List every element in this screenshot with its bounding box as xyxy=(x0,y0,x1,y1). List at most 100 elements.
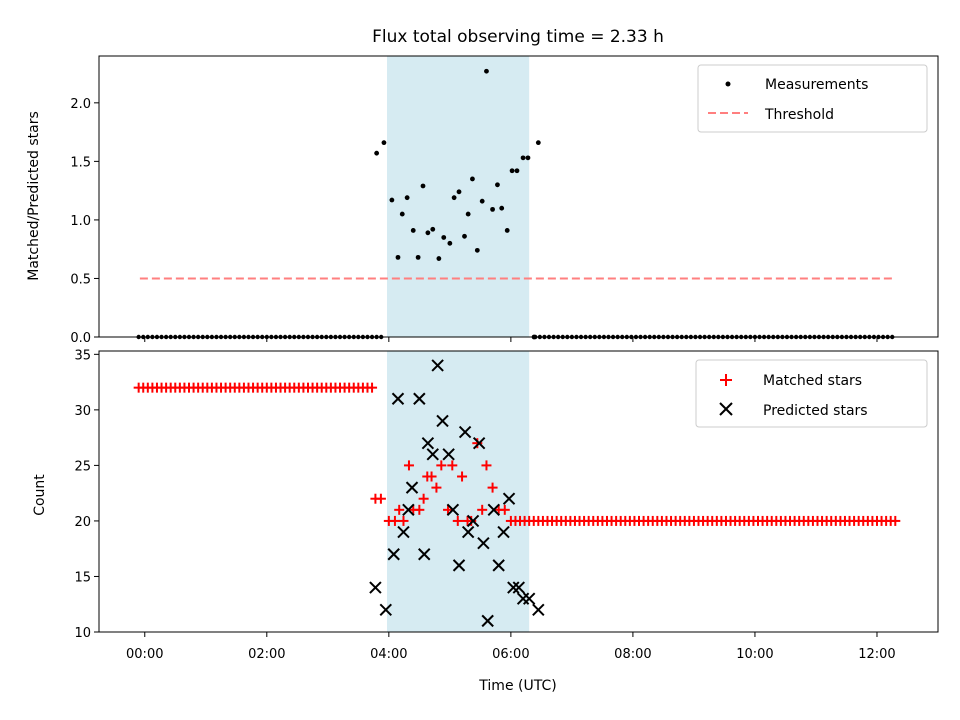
measurement-point xyxy=(374,150,380,156)
x-tick-label: 00:00 xyxy=(126,647,163,662)
matched-star-point xyxy=(466,515,477,526)
measurement-point xyxy=(484,68,489,74)
predicted-star-point xyxy=(387,548,400,561)
matched-star-point xyxy=(487,482,498,493)
measurement-point xyxy=(395,254,401,260)
measurement-point xyxy=(451,195,457,201)
legend-threshold-label: Threshold xyxy=(764,107,834,123)
predicted-star-point xyxy=(512,581,526,594)
y-tick-label: 10 xyxy=(74,626,91,641)
ratio-x-ticks xyxy=(144,337,878,342)
predicted-star-point xyxy=(418,548,431,561)
measurement-point xyxy=(499,205,505,211)
counts-x-ticks: 00:00 02:00 04:00 06:00 08:00 10:00 12:00 xyxy=(126,632,896,662)
counts-axes-frame xyxy=(98,350,939,633)
predicted-star-point xyxy=(492,559,505,572)
predicted-star-point xyxy=(472,436,486,450)
measurement-point xyxy=(462,233,467,239)
x-tick-label: 04:00 xyxy=(370,647,407,662)
matched-star-point xyxy=(443,504,454,515)
observing-span xyxy=(387,351,530,632)
legend-measurement-dot xyxy=(725,81,731,87)
chart-title: Flux total observing time = 2.33 h xyxy=(372,27,664,47)
ratio-y-ticks: 0.0 0.5 1.0 1.5 2.0 xyxy=(70,97,99,346)
counts-y-ticks: 10 15 20 25 30 35 xyxy=(74,348,99,641)
measurement-point xyxy=(474,247,480,253)
matched-star-point xyxy=(426,471,437,482)
predicted-star-point xyxy=(421,436,435,450)
x-tick-label: 12:00 xyxy=(858,647,895,662)
y-tick-label: 1.5 xyxy=(70,155,91,170)
matched-star-point xyxy=(431,482,442,493)
matched-star-point xyxy=(452,515,463,526)
counts-legend-box xyxy=(695,359,928,428)
ratio-marks xyxy=(136,68,895,340)
measurement-point xyxy=(456,189,462,195)
measurement-point xyxy=(441,235,447,240)
predicted-star-point xyxy=(426,448,439,461)
predicted-star-point xyxy=(397,525,410,539)
measurement-point xyxy=(410,228,416,233)
measurement-point xyxy=(447,240,453,246)
predicted-star-point xyxy=(402,503,415,517)
predicted-star-point xyxy=(466,514,480,528)
ratio-legend-box xyxy=(697,64,928,133)
predicted-star-point xyxy=(507,581,520,594)
measurement-point xyxy=(520,155,526,161)
measurement-point xyxy=(509,168,515,174)
legend-matched-label: Matched stars xyxy=(763,373,862,389)
measurement-point xyxy=(504,228,510,233)
measurement-point xyxy=(465,211,471,217)
matched-star-point xyxy=(367,382,378,393)
predicted-star-point xyxy=(405,481,419,494)
predicted-star-point xyxy=(442,448,455,461)
measurement-point xyxy=(389,197,395,203)
predicted-star-point xyxy=(379,603,392,616)
measurement-point xyxy=(495,182,500,188)
y-tick-label: 2.0 xyxy=(70,97,91,112)
measurement-point xyxy=(436,256,442,261)
matched-star-point xyxy=(403,460,414,471)
legend-predicted-marker xyxy=(719,402,733,416)
predicted-star-point xyxy=(458,425,472,439)
predicted-star-point xyxy=(436,414,449,428)
measurement-point xyxy=(525,155,531,161)
counts-panel: 10 15 20 25 30 35 00:00 02:00 04:00 06:00 08:00 10… xyxy=(32,348,939,694)
measurement-point xyxy=(430,226,436,232)
matched-star-point xyxy=(457,471,468,482)
counts-y-axis-label: Count xyxy=(32,474,48,516)
predicted-star-point xyxy=(477,536,490,550)
measurement-point xyxy=(490,206,495,212)
predicted-star-point xyxy=(413,392,426,405)
matched-star-point xyxy=(890,515,901,526)
y-tick-label: 25 xyxy=(74,459,91,474)
x-tick-label: 08:00 xyxy=(614,647,651,662)
ratio-panel: 0.00.51.01.52.0 Matched/Predicted stars … xyxy=(26,55,939,346)
matched-star-point xyxy=(472,438,483,449)
matched-star-point xyxy=(418,493,429,504)
y-tick-label: 15 xyxy=(74,570,91,585)
matched-star-point xyxy=(447,460,458,471)
matched-star-point xyxy=(499,504,510,515)
y-tick-label: 20 xyxy=(74,515,91,530)
legend-measurements-label: Measurements xyxy=(765,77,868,93)
ratio-legend: Measurements Threshold xyxy=(697,64,928,133)
matched-star-point xyxy=(436,460,447,471)
counts-marks xyxy=(133,359,901,628)
predicted-star-point xyxy=(487,503,500,517)
matched-star-point xyxy=(414,504,425,515)
measurement-point xyxy=(470,176,475,182)
y-tick-label: 35 xyxy=(74,348,91,363)
y-tick-label: 0.5 xyxy=(70,272,91,287)
predicted-star-point xyxy=(502,492,516,505)
counts-legend: Matched stars Predicted stars xyxy=(695,359,928,428)
predicted-star-point xyxy=(522,592,536,605)
predicted-star-point xyxy=(532,603,545,616)
measurement-point xyxy=(514,168,520,174)
measurement-point xyxy=(415,254,421,260)
matched-star-point xyxy=(477,504,488,515)
measurement-point xyxy=(479,198,485,204)
predicted-star-point xyxy=(431,359,444,372)
predicted-star-point xyxy=(369,581,382,594)
